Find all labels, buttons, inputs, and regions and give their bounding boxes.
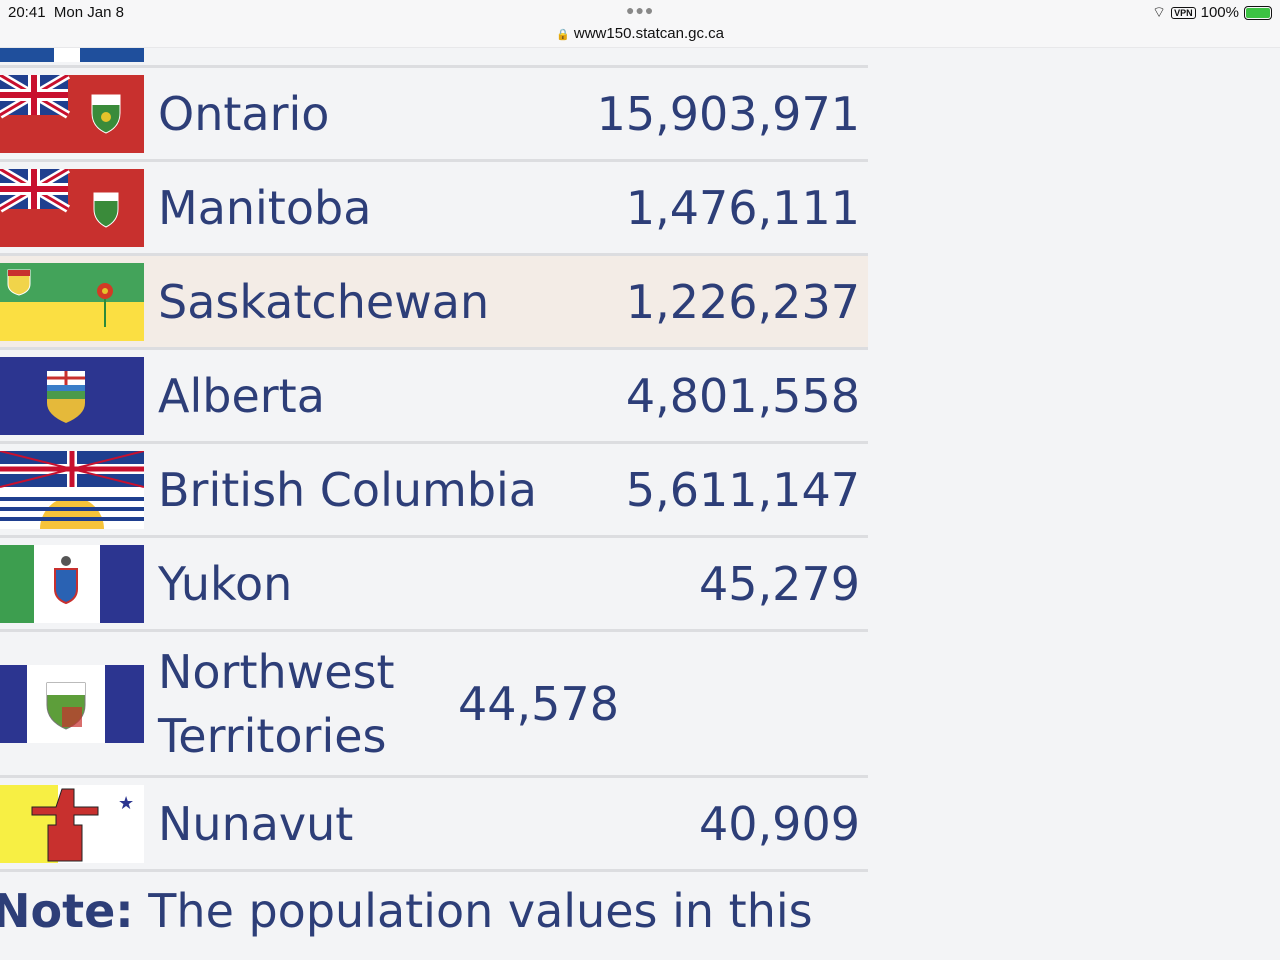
vpn-icon: VPN (1171, 6, 1196, 19)
more-dots-icon[interactable]: ●●● (626, 2, 655, 18)
population-table: Ontario 15,903,971 Manitoba 1,476,111 Sa… (0, 48, 868, 872)
battery-percent: 100% (1200, 4, 1239, 21)
population-value: 1,226,237 (625, 274, 860, 329)
table-row: Yukon 45,279 (0, 538, 868, 632)
province-name: Ontario (158, 86, 330, 141)
quebec-row-partial (0, 48, 868, 68)
table-row: Northwest Territories 44,578 (0, 632, 868, 778)
note-text: Note: The population values in this (0, 884, 813, 938)
province-name: Alberta (158, 368, 325, 423)
manitoba-flag (0, 168, 144, 247)
population-value: 15,903,971 (596, 86, 860, 141)
status-bar: 20:41 Mon Jan 8 ●●● 🔒 www150.statcan.gc.… (0, 0, 1280, 48)
population-value: 4,801,558 (625, 368, 860, 423)
address-bar[interactable]: 🔒 www150.statcan.gc.ca (556, 25, 724, 42)
battery-icon (1244, 5, 1272, 20)
province-name: Manitoba (158, 180, 372, 235)
table-row: Alberta 4,801,558 (0, 350, 868, 444)
province-name: Northwest Territories (158, 644, 395, 763)
table-row: Ontario 15,903,971 (0, 68, 868, 162)
yukon-flag (0, 544, 144, 623)
province-name: Nunavut (158, 796, 354, 851)
province-name: Saskatchewan (158, 274, 490, 329)
northwest-territories-flag (0, 664, 144, 743)
british-columbia-flag (0, 450, 144, 529)
table-row: ★ Nunavut 40,909 (0, 778, 868, 872)
population-value: 40,909 (699, 796, 860, 851)
lock-icon: 🔒 (556, 29, 570, 41)
svg-text:★: ★ (118, 793, 134, 814)
wifi-icon: ⌔ (1152, 4, 1167, 21)
table-row: British Columbia 5,611,147 (0, 444, 868, 538)
population-value: 45,279 (699, 556, 860, 611)
quebec-flag (0, 48, 144, 62)
nunavut-flag: ★ (0, 784, 144, 863)
population-value: 44,578 (458, 676, 619, 731)
table-row: Saskatchewan 1,226,237 (0, 256, 868, 350)
ontario-flag (0, 74, 144, 153)
province-name: Yukon (158, 556, 293, 611)
status-time: 20:41 Mon Jan 8 (8, 4, 124, 21)
province-name: British Columbia (158, 462, 537, 517)
population-value: 1,476,111 (625, 180, 860, 235)
saskatchewan-flag (0, 262, 144, 341)
table-row: Manitoba 1,476,111 (0, 162, 868, 256)
alberta-flag (0, 356, 144, 435)
population-value: 5,611,147 (625, 462, 860, 517)
